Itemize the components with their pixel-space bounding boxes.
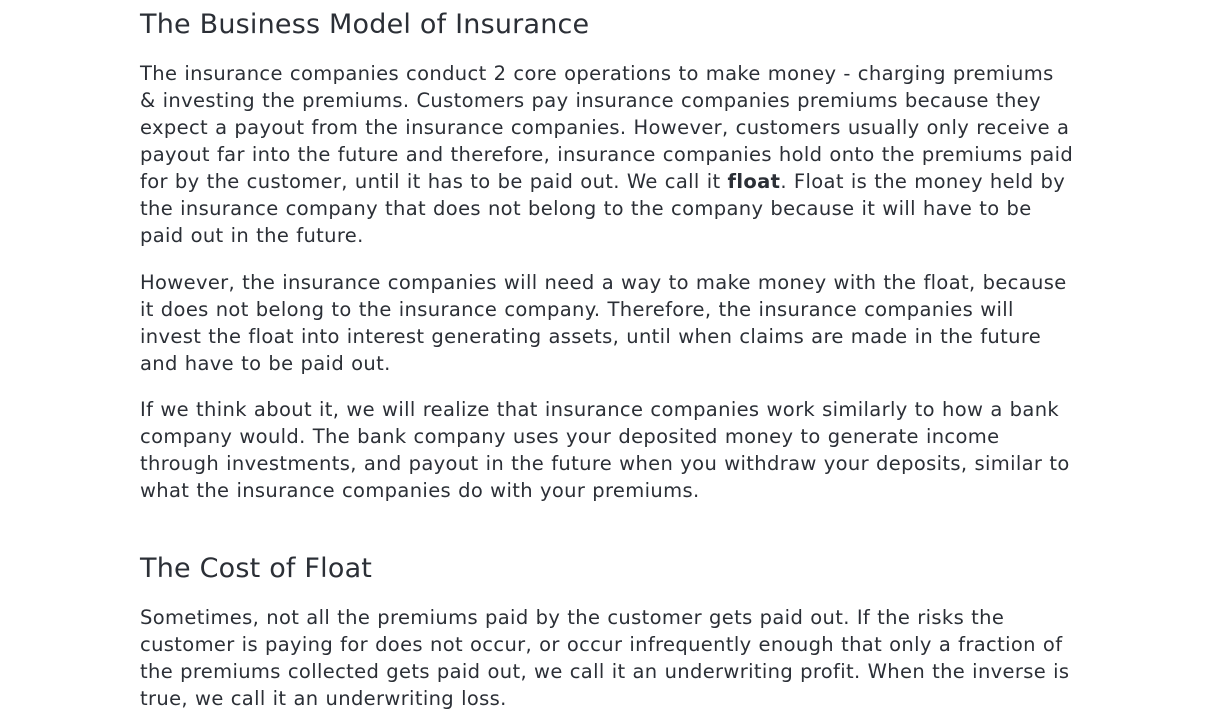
section-heading-business-model: The Business Model of Insurance bbox=[140, 9, 590, 40]
paragraph-text: The insurance companies conduct 2 core o… bbox=[140, 62, 1074, 193]
paragraph-investing-float: However, the insurance companies will ne… bbox=[140, 271, 1067, 375]
paragraph-text: . Float is the money held by the insuran… bbox=[140, 170, 1066, 247]
paragraph-underwriting: Sometimes, not all the premiums paid by … bbox=[140, 606, 1070, 710]
bold-term-float: float bbox=[727, 170, 781, 193]
paragraph-core-operations: The insurance companies conduct 2 core o… bbox=[140, 60, 1075, 249]
section-heading-cost-of-float: The Cost of Float bbox=[140, 553, 373, 584]
paragraph-bank-comparison: If we think about it, we will realize th… bbox=[140, 398, 1070, 502]
